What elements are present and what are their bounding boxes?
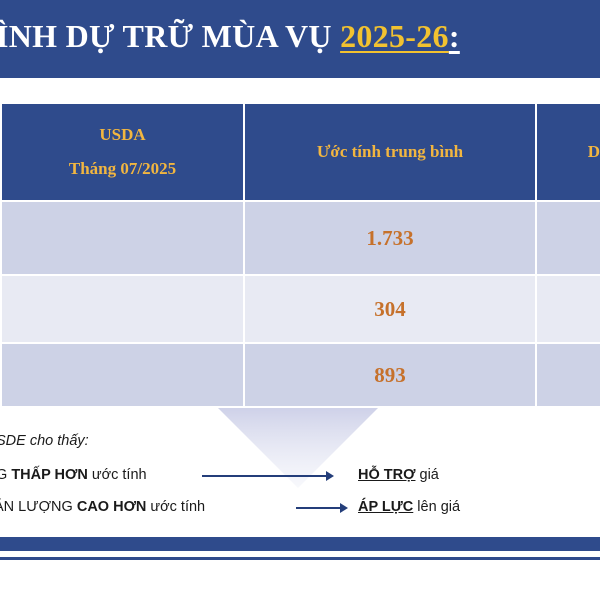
footer-line	[0, 557, 600, 560]
note-line-1: G THẤP HƠN ước tính	[0, 467, 147, 483]
arrow-right-icon	[202, 471, 334, 481]
note2-result: ÁP LỰC lên giá	[358, 499, 460, 515]
title-main: ÌNH DỰ TRỮ MÙA VỤ	[0, 18, 341, 54]
table-row: 893	[0, 342, 600, 408]
note1-suffix: ước tính	[87, 467, 147, 483]
header-usda: USDA Tháng 07/2025	[0, 102, 245, 202]
row-usda-cell	[0, 200, 245, 276]
arrow-right-icon	[296, 503, 348, 513]
note2-bold: CAO HƠN	[76, 499, 147, 515]
note1-result-bold: HỖ TRỢ	[358, 467, 416, 483]
table-header-row: USDA Tháng 07/2025 Ước tính trung bình D	[0, 102, 600, 202]
row-third-cell	[535, 342, 600, 408]
note2-result-suffix: lên giá	[413, 499, 461, 515]
notes-intro: SDE cho thấy:	[0, 433, 89, 449]
row-usda-cell	[0, 274, 245, 344]
note2-suffix: ước tính	[146, 499, 206, 515]
row-third-cell	[535, 200, 600, 276]
footer-bar	[0, 537, 600, 551]
forecast-table: USDA Tháng 07/2025 Ước tính trung bình D…	[0, 102, 600, 408]
header-average-estimate: Ước tính trung bình	[243, 102, 537, 202]
slide-title: ÌNH DỰ TRỮ MÙA VỤ 2025-26:	[0, 18, 460, 55]
table-row: 304	[0, 274, 600, 344]
note1-result: HỖ TRỢ giá	[358, 467, 439, 483]
note1-bold: THẤP HƠN	[11, 467, 88, 483]
note2-prefix: ẢN LƯỢNG	[0, 499, 77, 515]
table-row: 1.733	[0, 200, 600, 276]
notes-section: SDE cho thấy: G THẤP HƠN ước tính HỖ TRỢ…	[0, 425, 600, 525]
note1-result-suffix: giá	[415, 467, 439, 483]
note2-result-bold: ÁP LỰC	[358, 499, 414, 515]
note1-prefix: G	[0, 467, 8, 483]
row-estimate-cell: 1.733	[243, 200, 537, 276]
title-colon: :	[448, 18, 460, 54]
row-usda-cell	[0, 342, 245, 408]
title-bar: ÌNH DỰ TRỮ MÙA VỤ 2025-26:	[0, 0, 600, 78]
header-usda-month: Tháng 07/2025	[68, 159, 177, 178]
note-line-2: ẢN LƯỢNG CAO HƠN ước tính	[0, 499, 205, 515]
header-third-column: D	[535, 102, 600, 202]
header-usda-label: USDA	[99, 125, 146, 144]
row-estimate-cell: 304	[243, 274, 537, 344]
row-third-cell	[535, 274, 600, 344]
row-estimate-cell: 893	[243, 342, 537, 408]
title-year: 2025-26	[340, 18, 449, 54]
funnel-graphic	[218, 408, 378, 488]
